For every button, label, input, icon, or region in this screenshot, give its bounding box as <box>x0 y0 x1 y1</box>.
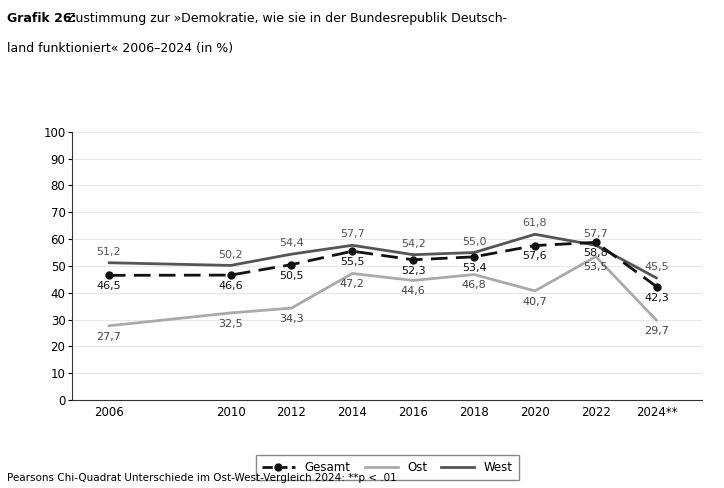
Text: 32,5: 32,5 <box>219 319 243 329</box>
Text: 54,2: 54,2 <box>401 239 426 249</box>
Text: 44,6: 44,6 <box>401 286 426 296</box>
Text: Zustimmung zur »Demokratie, wie sie in der Bundesrepublik Deutsch-: Zustimmung zur »Demokratie, wie sie in d… <box>63 12 507 25</box>
Text: 40,7: 40,7 <box>523 297 547 307</box>
Text: 58,8: 58,8 <box>584 248 608 258</box>
Text: 52,3: 52,3 <box>401 265 426 276</box>
Text: 42,3: 42,3 <box>644 292 669 303</box>
Text: 54,4: 54,4 <box>279 238 304 248</box>
Text: 50,2: 50,2 <box>219 249 243 260</box>
Text: 27,7: 27,7 <box>96 332 122 342</box>
Text: Grafik 26:: Grafik 26: <box>7 12 77 25</box>
Text: 51,2: 51,2 <box>96 247 121 257</box>
Text: 46,8: 46,8 <box>462 281 487 290</box>
Text: 57,7: 57,7 <box>340 229 365 240</box>
Text: 45,5: 45,5 <box>644 262 669 272</box>
Text: 29,7: 29,7 <box>644 326 669 336</box>
Text: 53,4: 53,4 <box>462 263 487 273</box>
Text: 34,3: 34,3 <box>279 314 304 324</box>
Text: 55,5: 55,5 <box>340 257 365 267</box>
Text: 46,6: 46,6 <box>219 281 243 291</box>
Text: 47,2: 47,2 <box>340 279 365 289</box>
Text: 55,0: 55,0 <box>462 237 487 246</box>
Text: 57,7: 57,7 <box>584 229 608 240</box>
Legend: Gesamt, Ost, West: Gesamt, Ost, West <box>256 455 518 480</box>
Text: 46,5: 46,5 <box>96 281 121 291</box>
Text: Pearsons Chi-Quadrat Unterschiede im Ost-West-Vergleich 2024: **p < .01: Pearsons Chi-Quadrat Unterschiede im Ost… <box>7 473 397 483</box>
Text: 61,8: 61,8 <box>523 219 547 228</box>
Text: land funktioniert« 2006–2024 (in %): land funktioniert« 2006–2024 (in %) <box>7 42 233 56</box>
Text: 50,5: 50,5 <box>279 270 304 281</box>
Text: 53,5: 53,5 <box>584 263 608 272</box>
Text: 57,6: 57,6 <box>523 251 547 262</box>
